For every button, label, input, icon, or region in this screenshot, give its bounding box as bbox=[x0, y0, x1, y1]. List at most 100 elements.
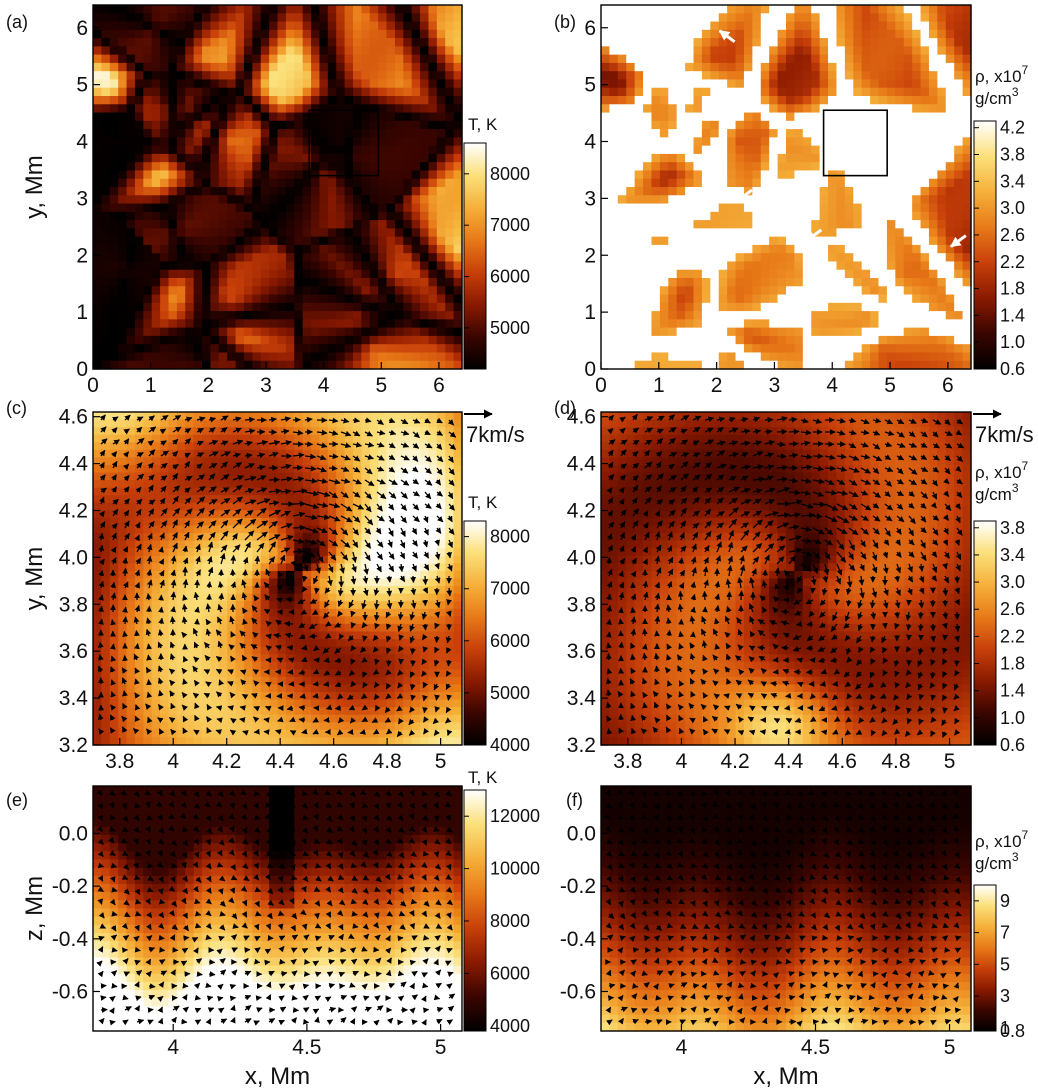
heatmap-cell-b bbox=[659, 253, 669, 263]
heatmap-cell-c bbox=[352, 548, 362, 557]
heatmap-cell-b bbox=[844, 112, 854, 122]
heatmap-cell-c bbox=[202, 412, 212, 421]
heatmap-cell-b bbox=[912, 145, 922, 155]
heatmap-cell-a bbox=[369, 79, 379, 89]
heatmap-cell-b bbox=[735, 38, 745, 47]
heatmap-cell-b bbox=[752, 286, 762, 296]
heatmap-cell-a bbox=[344, 327, 354, 337]
colorbar-tick-label: 1.4 bbox=[1000, 305, 1025, 325]
heatmap-cell-a bbox=[311, 153, 321, 163]
heatmap-cell-a bbox=[428, 278, 438, 287]
heatmap-cell-c bbox=[411, 472, 421, 481]
heatmap-cell-c bbox=[269, 570, 279, 580]
heatmap-cell-b bbox=[685, 46, 695, 56]
heatmap-cell-b bbox=[844, 269, 854, 279]
heatmap-cell-b bbox=[693, 162, 703, 172]
heatmap-cell-b bbox=[844, 203, 854, 213]
heatmap-cell-c bbox=[436, 563, 446, 572]
heatmap-cell-a bbox=[185, 195, 195, 205]
heatmap-cell-a bbox=[210, 54, 220, 64]
heatmap-cell-a bbox=[227, 21, 237, 31]
heatmap-cell-b bbox=[685, 253, 695, 263]
heatmap-cell-c bbox=[109, 525, 119, 534]
heatmap-cell-a bbox=[134, 112, 144, 122]
heatmap-cell-c bbox=[101, 457, 111, 466]
heatmap-cell-b bbox=[886, 153, 896, 163]
heatmap-cell-b bbox=[701, 46, 711, 56]
heatmap-cell-a bbox=[436, 203, 446, 213]
heatmap-cell-c bbox=[243, 412, 253, 421]
colorbar-title-superscript: 7 bbox=[1022, 63, 1029, 77]
heatmap-cell-c bbox=[143, 502, 153, 511]
heatmap-cell-b bbox=[928, 203, 938, 213]
heatmap-cell-b bbox=[844, 302, 854, 312]
heatmap-cell-a bbox=[436, 335, 446, 345]
heatmap-cell-b bbox=[903, 261, 913, 271]
heatmap-cell-a bbox=[394, 195, 404, 205]
heatmap-cell-b bbox=[937, 129, 947, 138]
heatmap-cell-c bbox=[93, 419, 102, 428]
heatmap-cell-b bbox=[651, 244, 661, 254]
heatmap-cell-b bbox=[962, 46, 972, 56]
heatmap-cell-a bbox=[260, 5, 270, 14]
heatmap-cell-a bbox=[109, 269, 119, 279]
heatmap-cell-a bbox=[344, 13, 354, 23]
heatmap-cell-b bbox=[794, 211, 804, 221]
heatmap-cell-a bbox=[319, 21, 329, 31]
heatmap-cell-b bbox=[693, 294, 703, 304]
heatmap-cell-a bbox=[109, 120, 119, 130]
heatmap-cell-b bbox=[844, 129, 854, 138]
heatmap-cell-a bbox=[403, 13, 413, 23]
heatmap-cell-c bbox=[243, 578, 253, 587]
heatmap-cell-a bbox=[311, 137, 321, 147]
heatmap-cell-a bbox=[428, 87, 438, 97]
heatmap-cell-c bbox=[151, 427, 161, 436]
heatmap-cell-c bbox=[411, 434, 421, 443]
heatmap-cell-b bbox=[844, 54, 854, 64]
heatmap-cell-b bbox=[903, 96, 913, 105]
heatmap-cell-b bbox=[718, 261, 728, 271]
heatmap-cell-a bbox=[134, 335, 144, 345]
heatmap-cell-a bbox=[386, 162, 396, 172]
heatmap-cell-b bbox=[861, 21, 871, 31]
heatmap-cell-a bbox=[176, 319, 186, 329]
heatmap-cell-c bbox=[269, 578, 279, 587]
heatmap-cell-a bbox=[378, 79, 388, 89]
heatmap-cell-b bbox=[962, 261, 972, 271]
heatmap-cell-a bbox=[428, 120, 438, 130]
heatmap-cell-b bbox=[844, 253, 854, 263]
heatmap-cell-a bbox=[252, 96, 262, 105]
heatmap-cell-b bbox=[886, 29, 896, 39]
heatmap-cell-a bbox=[436, 360, 446, 370]
heatmap-cell-c bbox=[227, 510, 237, 519]
heatmap-cell-a bbox=[369, 129, 379, 138]
heatmap-cell-a bbox=[218, 352, 228, 362]
heatmap-cell-c bbox=[109, 464, 119, 474]
heatmap-cell-b bbox=[626, 79, 636, 89]
heatmap-cell-a bbox=[185, 120, 195, 130]
heatmap-cell-a bbox=[143, 203, 153, 213]
heatmap-cell-a bbox=[252, 38, 262, 47]
heatmap-cell-b bbox=[945, 319, 955, 329]
heatmap-cell-a bbox=[269, 29, 279, 39]
heatmap-cell-b bbox=[643, 46, 653, 56]
heatmap-cell-c bbox=[210, 510, 220, 519]
heatmap-cell-b bbox=[701, 178, 711, 188]
heatmap-cell-a bbox=[294, 352, 304, 362]
heatmap-cell-a bbox=[311, 319, 321, 329]
heatmap-cell-a bbox=[243, 203, 253, 213]
heatmap-cell-c bbox=[378, 540, 388, 549]
heatmap-cell-a bbox=[420, 137, 430, 147]
heatmap-cell-a bbox=[260, 244, 270, 254]
heatmap-cell-a bbox=[243, 129, 253, 138]
heatmap-cell-b bbox=[659, 104, 669, 114]
heatmap-cell-b bbox=[752, 294, 762, 304]
heatmap-cell-a bbox=[193, 145, 203, 155]
heatmap-cell-b bbox=[786, 54, 796, 64]
heatmap-cell-a bbox=[143, 145, 153, 155]
heatmap-cell-b bbox=[701, 187, 711, 196]
heatmap-cell-c bbox=[285, 517, 295, 527]
heatmap-cell-b bbox=[878, 228, 888, 238]
heatmap-cell-a bbox=[185, 311, 195, 320]
heatmap-cell-b bbox=[701, 112, 711, 122]
